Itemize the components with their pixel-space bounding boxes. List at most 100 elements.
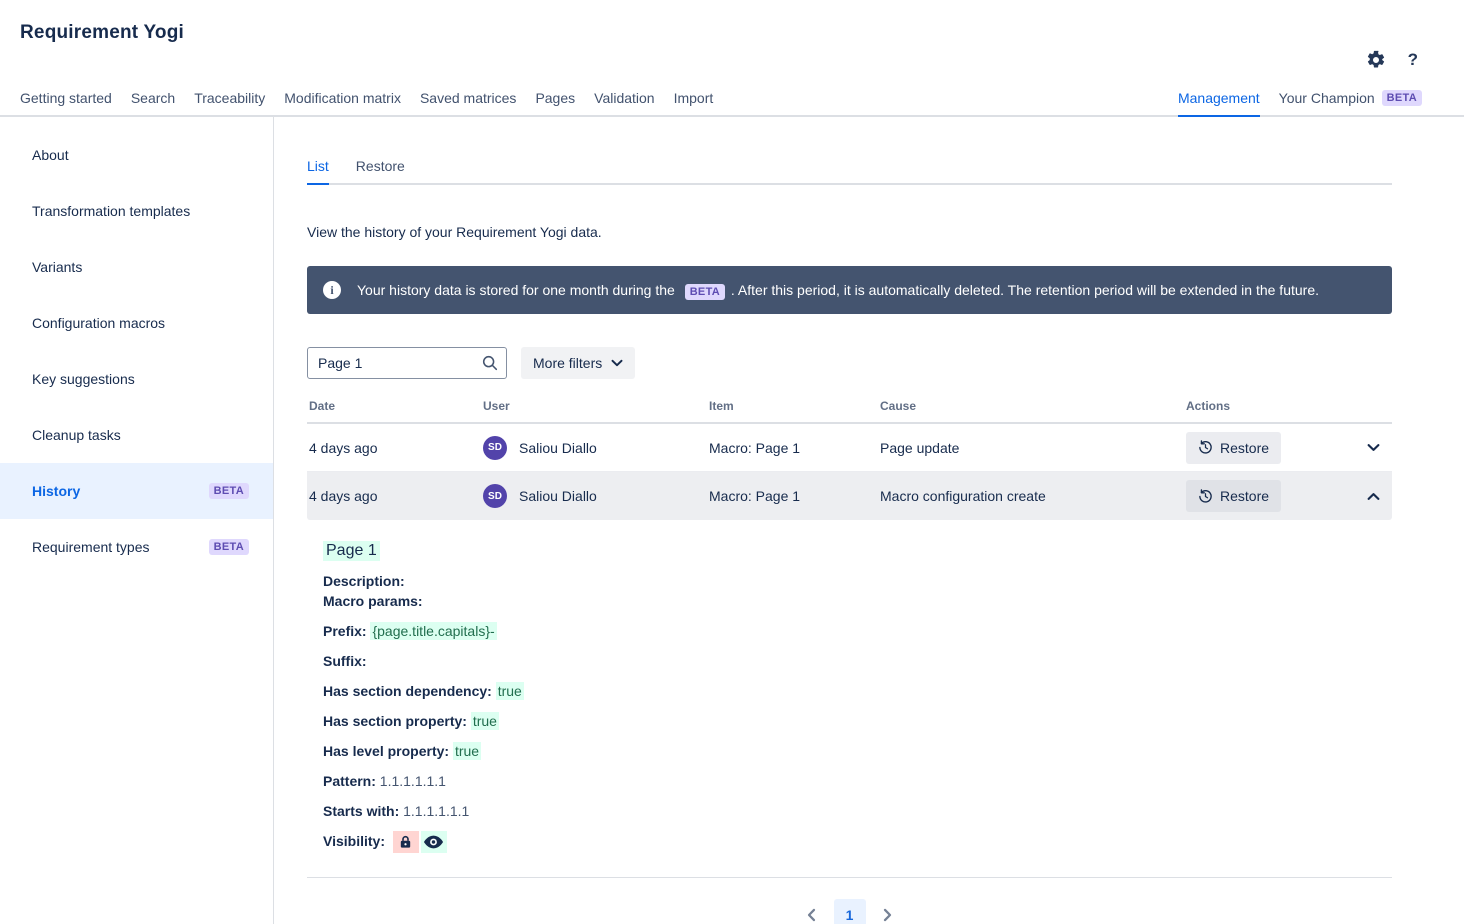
avatar: SD (483, 484, 507, 508)
sidebar-item-label: History (32, 483, 81, 499)
row-date: 4 days ago (309, 488, 378, 504)
eye-icon (424, 835, 444, 849)
sidebar-item-key-suggestions[interactable]: Key suggestions (0, 351, 273, 407)
main-content: List Restore View the history of your Re… (274, 117, 1464, 924)
sidebar-item-label: About (32, 147, 69, 163)
nav-your-champion[interactable]: Your Champion BETA (1279, 90, 1422, 115)
sidebar-item-about[interactable]: About (0, 127, 273, 183)
banner-text-after: . After this period, it is automatically… (730, 282, 1319, 298)
nav-modification-matrix[interactable]: Modification matrix (284, 90, 401, 106)
sidebar-item-label: Variants (32, 259, 83, 275)
page-number[interactable]: 1 (833, 899, 866, 924)
row-cause: Macro configuration create (880, 488, 1046, 504)
sidebar-item-cleanup-tasks[interactable]: Cleanup tasks (0, 407, 273, 463)
restore-icon (1199, 440, 1212, 454)
prefix-value: {page.title.capitals}- (370, 622, 497, 640)
pattern-label: Pattern: (323, 773, 376, 789)
nav-import[interactable]: Import (673, 90, 714, 106)
info-banner: i Your history data is stored for one mo… (307, 266, 1392, 314)
sidebar-item-requirement-types[interactable]: Requirement types BETA (0, 519, 273, 575)
col-actions: Actions (1186, 399, 1231, 413)
sidebar-item-label: Requirement types (32, 539, 150, 555)
chevron-down-icon[interactable] (1367, 443, 1380, 452)
table-row-expanded[interactable]: 4 days ago SD Saliou Diallo Macro: Page … (307, 472, 1392, 520)
restore-label: Restore (1220, 488, 1270, 504)
starts-with-label: Starts with: (323, 803, 400, 819)
tab-list[interactable]: List (307, 158, 329, 185)
search-input[interactable] (307, 347, 507, 379)
sidebar-item-label: Transformation templates (32, 203, 191, 219)
restore-button[interactable]: Restore (1186, 480, 1282, 512)
nav-search[interactable]: Search (130, 90, 176, 106)
prev-page-icon[interactable] (800, 903, 824, 924)
page-title: Requirement Yogi (20, 22, 185, 43)
table-row[interactable]: 4 days ago SD Saliou Diallo Macro: Page … (307, 424, 1392, 472)
banner-text-before: Your history data is stored for one mont… (357, 282, 675, 298)
level-property-label: Has level property: (323, 743, 450, 759)
section-dependency-label: Has section dependency: (323, 683, 492, 699)
sidebar: About Transformation templates Variants … (0, 117, 274, 924)
description-label: Description: (323, 573, 405, 589)
filter-row: More filters (307, 347, 1392, 379)
more-filters-label: More filters (533, 355, 603, 371)
beta-badge: BETA (684, 284, 726, 300)
nav-validation[interactable]: Validation (594, 90, 655, 106)
chevron-down-icon (611, 359, 623, 367)
next-page-icon[interactable] (876, 903, 900, 924)
sidebar-item-label: Key suggestions (32, 371, 135, 387)
chevron-up-icon[interactable] (1367, 492, 1380, 501)
level-property-value: true (452, 742, 482, 760)
nav-your-champion-label: Your Champion (1278, 90, 1375, 106)
restore-button[interactable]: Restore (1186, 431, 1282, 464)
row-date: 4 days ago (309, 439, 378, 456)
app-header: Requirement Yogi ? (0, 0, 1464, 88)
intro-text: View the history of your Requirement Yog… (307, 224, 602, 240)
search-icon (481, 354, 499, 372)
nav-getting-started[interactable]: Getting started (20, 90, 112, 106)
pattern-value: 1.1.1.1.1.1 (379, 773, 446, 789)
restore-icon (1199, 488, 1212, 503)
history-table: Date User Item Cause Actions 4 days ago … (307, 399, 1392, 924)
info-icon: i (323, 281, 341, 299)
avatar: SD (483, 435, 507, 460)
section-property-label: Has section property: (323, 713, 467, 729)
beta-badge: BETA (208, 539, 249, 555)
nav-management[interactable]: Management (1177, 90, 1260, 117)
nav-traceability[interactable]: Traceability (194, 90, 266, 106)
lock-icon (401, 836, 411, 848)
row-item: Macro: Page 1 (709, 439, 801, 456)
history-tabs: List Restore (307, 158, 1392, 185)
row-cause: Page update (880, 439, 960, 456)
col-item: Item (709, 399, 734, 413)
sidebar-item-history[interactable]: History BETA (0, 463, 273, 519)
prefix-label: Prefix: (323, 623, 367, 639)
suffix-label: Suffix: (323, 653, 367, 669)
row-item: Macro: Page 1 (709, 488, 801, 504)
col-user: User (483, 399, 510, 413)
sidebar-item-configuration-macros[interactable]: Configuration macros (0, 295, 273, 351)
sidebar-item-label: Configuration macros (32, 315, 166, 331)
help-icon[interactable]: ? (1407, 50, 1418, 69)
detail-title: Page 1 (323, 541, 380, 561)
top-nav: Getting started Search Traceability Modi… (0, 88, 1464, 117)
beta-badge: BETA (1381, 90, 1422, 106)
table-header: Date User Item Cause Actions (307, 399, 1392, 424)
sidebar-item-variants[interactable]: Variants (0, 239, 273, 295)
restore-label: Restore (1220, 439, 1270, 456)
gear-icon[interactable] (1366, 50, 1386, 70)
nav-pages[interactable]: Pages (535, 90, 576, 106)
visibility-label: Visibility: (323, 833, 385, 849)
section-property-value: true (470, 712, 499, 730)
nav-saved-matrices[interactable]: Saved matrices (419, 90, 517, 106)
col-date: Date (309, 399, 336, 413)
beta-badge: BETA (208, 483, 249, 499)
starts-with-value: 1.1.1.1.1.1 (403, 803, 470, 819)
section-dependency-value: true (495, 682, 524, 700)
sidebar-item-transformation-templates[interactable]: Transformation templates (0, 183, 273, 239)
more-filters-button[interactable]: More filters (521, 347, 636, 379)
tab-restore[interactable]: Restore (355, 158, 405, 174)
macro-params-label: Macro params: (323, 593, 423, 609)
history-detail-panel: Page 1 Description: Macro params: Prefix… (307, 520, 1392, 879)
col-cause: Cause (880, 399, 917, 413)
visibility-new-chip (420, 831, 447, 854)
